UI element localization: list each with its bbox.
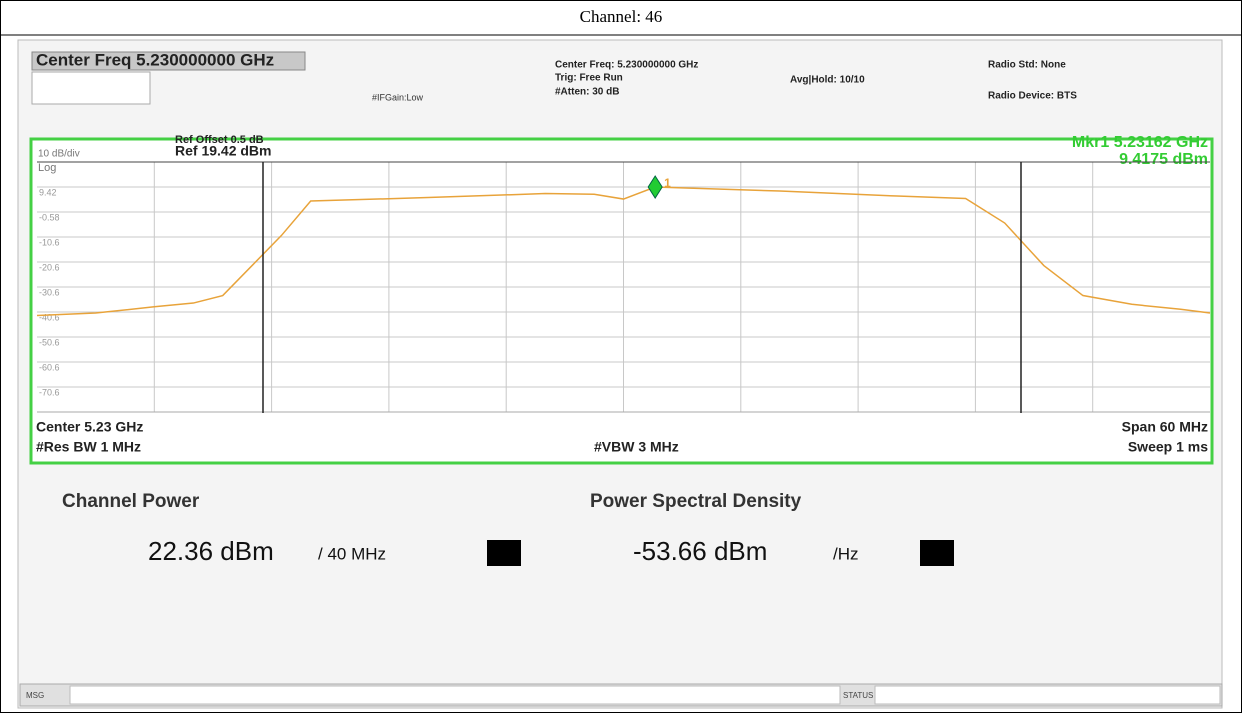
radio-std: Radio Std: None bbox=[988, 60, 1066, 71]
msg-field bbox=[69, 685, 841, 705]
center-box-text: Center Freq 5.230000000 GHz bbox=[36, 50, 274, 69]
marker bbox=[647, 175, 663, 199]
scale: 10 dB/div bbox=[38, 149, 80, 160]
y-tick-label: -30.6 bbox=[39, 287, 60, 297]
y-tick-label: -70.6 bbox=[39, 387, 60, 397]
y-tick-label: -0.58 bbox=[39, 212, 60, 222]
psd-unit: /Hz bbox=[833, 544, 859, 563]
ref-level: Ref 19.42 dBm bbox=[175, 143, 271, 159]
y-tick-label: -10.6 bbox=[39, 237, 60, 247]
ref-offset: Ref Offset 0.5 dB bbox=[175, 134, 264, 146]
vbw: #VBW 3 MHz bbox=[594, 439, 679, 455]
ifgain: #IFGain:Low bbox=[372, 92, 424, 102]
channel-bw: / 40 MHz bbox=[318, 544, 386, 563]
status: STATUS bbox=[843, 691, 873, 700]
input-box bbox=[31, 71, 151, 105]
cell-title: Channel: 46 bbox=[580, 7, 663, 26]
center-box bbox=[31, 51, 306, 71]
y-tick-label: -20.6 bbox=[39, 262, 60, 272]
y-tick-label: 9.42 bbox=[39, 187, 57, 197]
atten: #Atten: 30 dB bbox=[555, 87, 619, 98]
marker-label: 1 bbox=[664, 176, 671, 190]
channel-power-label: Channel Power bbox=[62, 491, 200, 512]
y-tick-label: -50.6 bbox=[39, 337, 60, 347]
trig: Trig: Free Run bbox=[555, 73, 623, 84]
status-field bbox=[874, 685, 1221, 705]
avg-hold: Avg|Hold: 10/10 bbox=[790, 75, 865, 86]
marker-level: 9.4175 dBm bbox=[1119, 151, 1208, 168]
radio-device: Radio Device: BTS bbox=[988, 91, 1077, 102]
indicator bbox=[920, 540, 954, 566]
channel-power: 22.36 dBm bbox=[148, 536, 274, 566]
center-freq: Center Freq: 5.230000000 GHz bbox=[555, 60, 698, 71]
indicator bbox=[487, 540, 521, 566]
psd: -53.66 dBm bbox=[633, 536, 767, 566]
graph-frame bbox=[29, 137, 1214, 465]
center: Center 5.23 GHz bbox=[36, 419, 143, 435]
res-bw: #Res BW 1 MHz bbox=[36, 439, 141, 455]
plot: 9.42 -0.58 -10.6 -20.6 -30.6 -40.6 -50.6 -60.6 -… bbox=[36, 161, 1211, 413]
msg: MSG bbox=[26, 691, 44, 700]
scale-type: Log bbox=[38, 162, 56, 174]
marker-freq: Mkr1 5.23162 GHz bbox=[1072, 134, 1208, 151]
y-tick-label: -60.6 bbox=[39, 362, 60, 372]
y-tick-label: -40.6 bbox=[39, 312, 60, 322]
sweep: Sweep 1 ms bbox=[1128, 439, 1208, 455]
span: Span 60 MHz bbox=[1122, 419, 1208, 435]
psd-label: Power Spectral Density bbox=[590, 491, 802, 512]
trace bbox=[36, 186, 1211, 317]
